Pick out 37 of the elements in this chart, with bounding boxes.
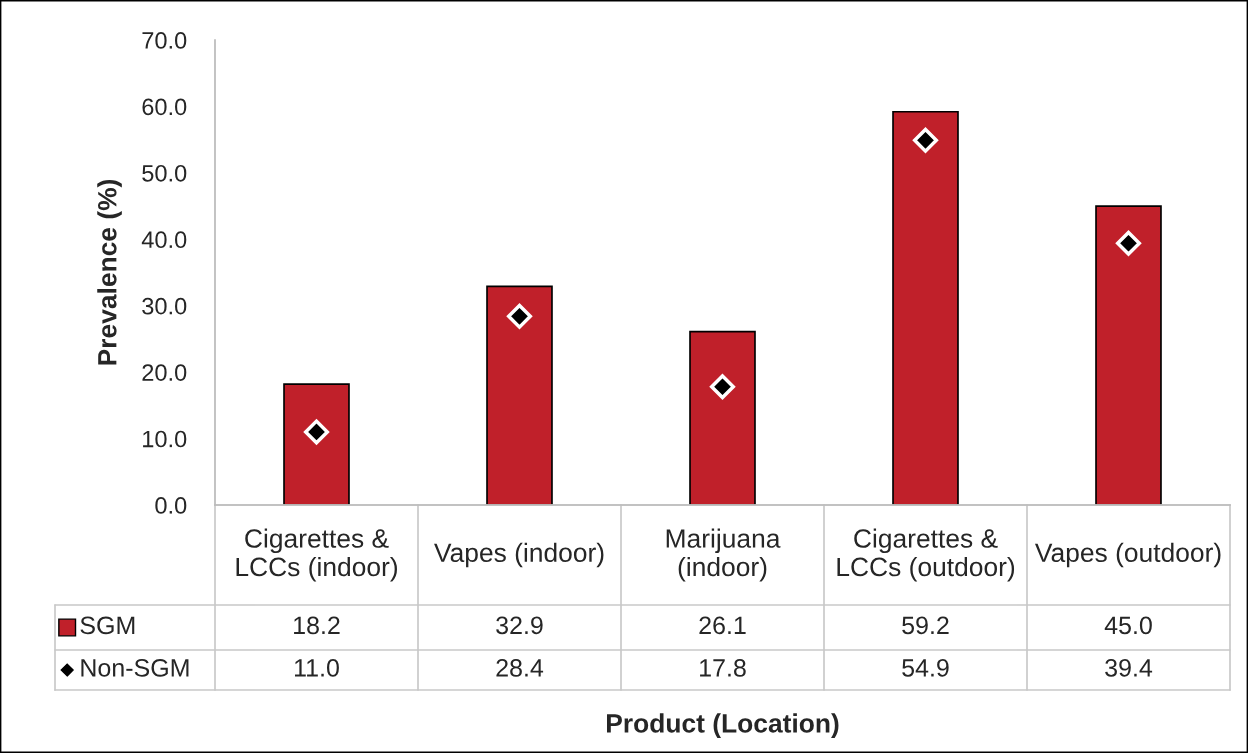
x-tick-label: Vapes (outdoor) xyxy=(1034,542,1221,568)
data-label: 17.8 xyxy=(700,659,746,677)
y-tick-label: 10.0 xyxy=(143,430,187,448)
y-tick-label: 60.0 xyxy=(142,98,187,116)
bar xyxy=(486,285,553,505)
point xyxy=(506,303,533,329)
data-label: 28.4 xyxy=(496,659,544,677)
data-label: 39.4 xyxy=(1105,659,1153,677)
y-tick-label: 0.0 xyxy=(155,497,187,514)
x-tick-label: Marijuana (indoor) xyxy=(666,528,781,582)
point xyxy=(912,127,939,153)
legend-label: SGM xyxy=(80,616,135,635)
data-label: 54.9 xyxy=(902,659,949,677)
bar xyxy=(892,110,959,505)
bar xyxy=(1095,205,1162,505)
bar xyxy=(689,330,756,505)
x-tick-label: Cigarettes & LCCs (outdoor) xyxy=(837,528,1015,582)
y-tick-label: 20.0 xyxy=(142,364,187,381)
data-label: 18.2 xyxy=(294,616,340,635)
bar xyxy=(283,383,350,505)
y-tick-label: 30.0 xyxy=(142,297,187,315)
y-tick-label: 40.0 xyxy=(141,231,187,249)
point xyxy=(303,419,330,445)
y-tick-label: 70.0 xyxy=(142,32,187,49)
data-label: 45.0 xyxy=(1104,616,1152,635)
data-label: 59.2 xyxy=(902,616,949,635)
x-tick-label: Cigarettes & LCCs (indoor) xyxy=(236,528,397,582)
y-axis-title: Prevalence (%) xyxy=(97,179,122,365)
y-tick-label: 50.0 xyxy=(142,164,187,182)
data-label: 26.1 xyxy=(699,616,746,635)
x-tick-label: Vapes (indoor) xyxy=(434,542,604,568)
legend-label: Non-SGM xyxy=(81,659,189,677)
point xyxy=(1115,230,1142,256)
data-label: 11.0 xyxy=(295,659,339,677)
x-axis-title: Product (Location) xyxy=(607,713,839,738)
point xyxy=(709,374,736,400)
data-label: 32.9 xyxy=(496,616,543,635)
